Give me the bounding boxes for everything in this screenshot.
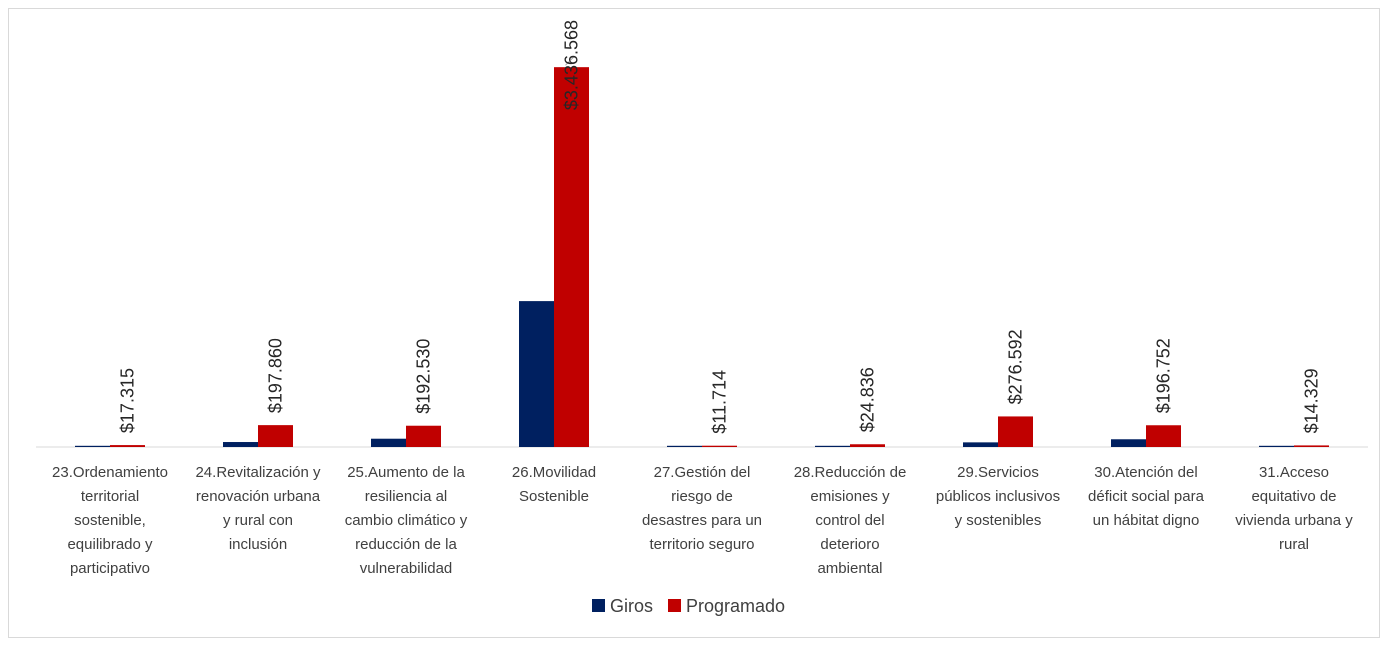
data-label-1: $17.315 bbox=[118, 368, 138, 433]
category-label-3: 25.Aumento de la resiliencia al cambio cli… bbox=[345, 464, 468, 577]
legend-label-giros: Giros bbox=[610, 596, 653, 616]
bar-giros-7 bbox=[963, 442, 998, 447]
chart-frame bbox=[8, 8, 1380, 638]
bar-programado-4 bbox=[554, 67, 589, 448]
category-label-6: 28.Reducción de emisiones y control del det… bbox=[794, 464, 907, 577]
category-label-7: 29.Servicios públicos inclusivos y sosteni… bbox=[936, 464, 1060, 529]
bar-giros-2 bbox=[223, 442, 258, 447]
bar-programado-2 bbox=[258, 425, 293, 447]
bar-programado-9 bbox=[1294, 445, 1329, 447]
bar-giros-8 bbox=[1111, 439, 1146, 447]
bar-giros-6 bbox=[815, 445, 850, 447]
data-label-6: $24.836 bbox=[858, 367, 878, 432]
bar-programado-1 bbox=[110, 445, 145, 447]
category-label-8: 30.Atención del déficit social para un háb… bbox=[1088, 464, 1205, 529]
data-label-8: $196.752 bbox=[1154, 338, 1174, 413]
bar-programado-5 bbox=[702, 445, 737, 447]
bar-giros-9 bbox=[1259, 445, 1294, 447]
bar-programado-6 bbox=[850, 444, 885, 447]
category-label-4: 26.Movilidad Sostenible bbox=[512, 464, 596, 505]
data-label-2: $197.860 bbox=[266, 338, 286, 413]
legend-swatch-programado bbox=[668, 599, 681, 612]
legend-swatch-giros bbox=[592, 599, 605, 612]
data-label-9: $14.329 bbox=[1302, 368, 1322, 433]
bar-giros-1 bbox=[75, 445, 110, 447]
bar-giros-3 bbox=[371, 438, 406, 447]
bar-programado-3 bbox=[406, 425, 441, 447]
bar-giros-4 bbox=[519, 301, 554, 447]
bar-giros-5 bbox=[667, 445, 702, 447]
category-label-5: 27.Gestión del riesgo de desastres para un… bbox=[642, 464, 762, 553]
category-label-1: 23.Ordenamiento territorial sostenible, equ… bbox=[52, 464, 168, 577]
data-label-3: $192.530 bbox=[414, 339, 434, 414]
data-label-7: $276.592 bbox=[1006, 329, 1026, 404]
data-label-5: $11.714 bbox=[710, 370, 730, 434]
data-label-4: $3.436.568 bbox=[562, 20, 582, 110]
bar-programado-7 bbox=[998, 416, 1033, 447]
bar-programado-8 bbox=[1146, 425, 1181, 447]
category-label-2: 24.Revitalización y renovación urbana y ru… bbox=[195, 464, 321, 553]
leader-line-26 bbox=[565, 56, 574, 66]
legend-label-programado: Programado bbox=[686, 596, 785, 616]
